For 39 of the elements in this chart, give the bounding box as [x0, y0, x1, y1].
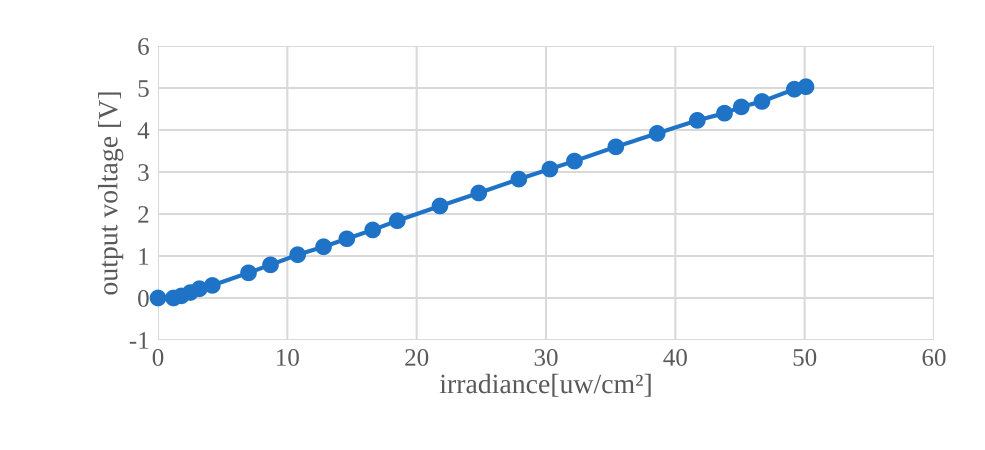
point [798, 78, 814, 96]
y-tick-label: 2 [138, 206, 148, 223]
x-tick-label: 20 [405, 349, 428, 366]
point [432, 198, 448, 214]
y-tick-label: 3 [138, 164, 149, 181]
point [688, 112, 706, 129]
point [732, 98, 750, 116]
point [470, 184, 488, 202]
point [240, 264, 257, 282]
point [608, 138, 624, 156]
point [566, 152, 583, 170]
x-tick-label: 40 [663, 349, 687, 366]
y-tick-label: -1 [130, 332, 148, 349]
point [542, 160, 558, 178]
point [289, 246, 306, 264]
point [315, 238, 332, 256]
point [364, 222, 382, 238]
x-tick-label: 50 [794, 349, 816, 366]
point [191, 280, 208, 298]
y-tick-label: 4 [138, 122, 150, 139]
point [648, 125, 666, 142]
point [716, 104, 733, 122]
point [338, 230, 356, 248]
y-tick-label: 6 [138, 38, 149, 55]
point [388, 212, 406, 230]
x-tick-label: 60 [922, 349, 946, 366]
x-tick-label: 0 [152, 349, 164, 366]
y-tick-label: 1 [139, 248, 148, 265]
y-axis-title: output voltage [V] [98, 92, 124, 295]
point [204, 277, 221, 294]
point [150, 290, 166, 306]
point [754, 93, 770, 110]
y-tick-label: 0 [138, 290, 149, 307]
x-axis-title: irradiance[uw/cm²] [440, 374, 651, 397]
point [510, 170, 528, 188]
x-tick-label: 10 [277, 349, 299, 366]
y-tick-label: 5 [138, 80, 149, 97]
point [262, 256, 279, 274]
x-tick-label: 30 [534, 349, 558, 366]
